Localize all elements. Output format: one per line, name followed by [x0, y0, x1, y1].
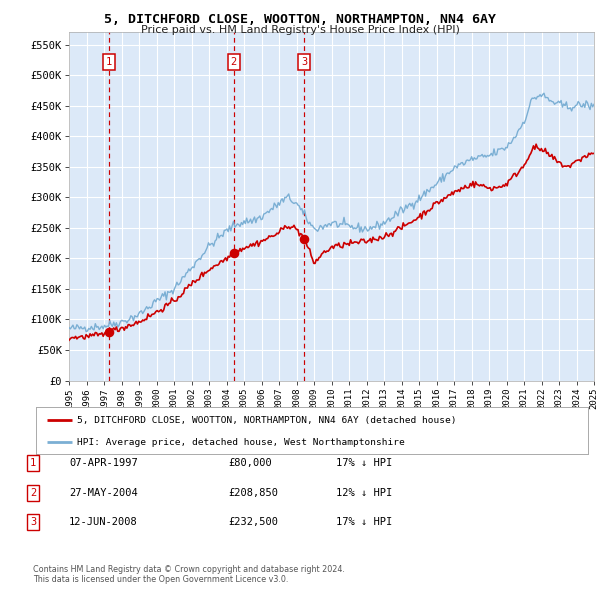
- Text: 17% ↓ HPI: 17% ↓ HPI: [336, 517, 392, 527]
- Text: 5, DITCHFORD CLOSE, WOOTTON, NORTHAMPTON, NN4 6AY (detached house): 5, DITCHFORD CLOSE, WOOTTON, NORTHAMPTON…: [77, 416, 457, 425]
- Text: £208,850: £208,850: [228, 488, 278, 497]
- Text: Price paid vs. HM Land Registry's House Price Index (HPI): Price paid vs. HM Land Registry's House …: [140, 25, 460, 35]
- Text: HPI: Average price, detached house, West Northamptonshire: HPI: Average price, detached house, West…: [77, 438, 405, 447]
- Text: £232,500: £232,500: [228, 517, 278, 527]
- Text: 2: 2: [230, 57, 237, 67]
- Text: 07-APR-1997: 07-APR-1997: [69, 458, 138, 468]
- Text: 3: 3: [30, 517, 36, 527]
- Text: 12% ↓ HPI: 12% ↓ HPI: [336, 488, 392, 497]
- Text: 2: 2: [30, 488, 36, 497]
- Point: [229, 248, 238, 258]
- Text: 17% ↓ HPI: 17% ↓ HPI: [336, 458, 392, 468]
- Text: 12-JUN-2008: 12-JUN-2008: [69, 517, 138, 527]
- Text: 1: 1: [30, 458, 36, 468]
- Text: 5, DITCHFORD CLOSE, WOOTTON, NORTHAMPTON, NN4 6AY: 5, DITCHFORD CLOSE, WOOTTON, NORTHAMPTON…: [104, 13, 496, 26]
- Point: [299, 234, 309, 243]
- Text: 1: 1: [106, 57, 112, 67]
- Text: Contains HM Land Registry data © Crown copyright and database right 2024.
This d: Contains HM Land Registry data © Crown c…: [33, 565, 345, 584]
- Text: 3: 3: [301, 57, 308, 67]
- Text: 27-MAY-2004: 27-MAY-2004: [69, 488, 138, 497]
- Text: £80,000: £80,000: [228, 458, 272, 468]
- Point: [104, 327, 113, 336]
